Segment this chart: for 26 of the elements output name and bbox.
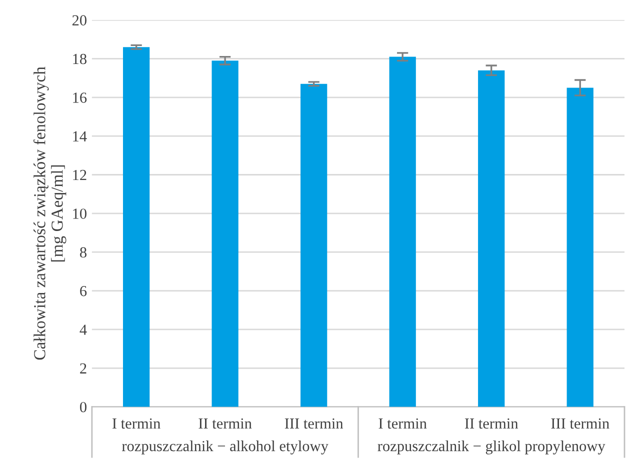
y-tick-label: 16 [73,92,87,103]
y-tick-label: 14 [73,131,87,142]
bar [389,56,416,407]
x-tick-label: II termin [464,418,518,429]
y-tick-label: 4 [80,324,87,335]
x-tick-label: III termin [284,418,344,429]
x-tick-label: III termin [551,418,610,429]
y-tick-label: 8 [80,247,86,258]
y-tick-label: 6 [80,286,87,296]
x-tick-label: II termin [198,418,252,429]
text: rozpuszczalnik − alkohol etylowy [122,440,328,454]
bar [478,70,505,407]
y-tick-label: 18 [73,54,86,64]
y-tick-label: 0 [80,402,86,412]
y-tick-label: 20 [72,15,86,26]
y-axis-title: Całkowita zawartość związków fenolowych [mg GAeq/ml] [33,66,66,360]
text: rozpuszczalnik − glikol propylenowy [378,440,606,454]
y-tick-label: 12 [73,170,86,180]
y-tick-label: 2 [80,363,86,374]
bar [566,88,594,407]
bar [212,60,238,407]
y-tick-label: 10 [73,208,86,219]
x-tick-label: I termin [378,418,427,429]
bar [300,84,328,407]
x-tick-label: I termin [112,418,160,429]
bar [122,47,150,407]
